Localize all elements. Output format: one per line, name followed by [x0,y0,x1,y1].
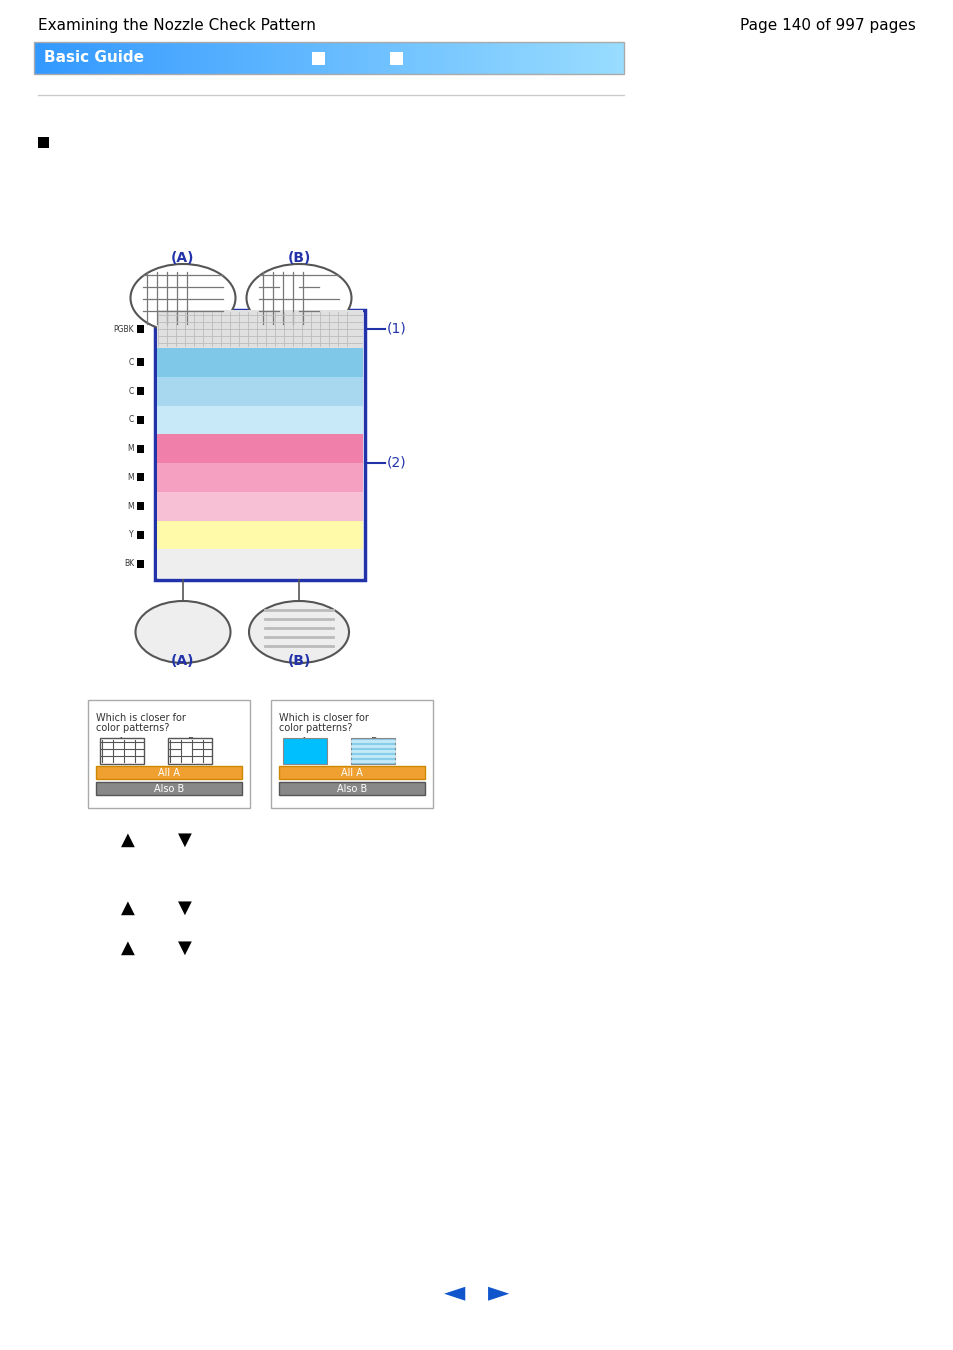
Bar [96,782,242,795]
Bar [88,701,250,809]
Text: PGBK: PGBK [113,324,133,333]
Bar [157,549,363,578]
Bar [38,136,49,148]
Text: Which is closer for: Which is closer for [96,713,186,724]
Bar [168,738,212,764]
Bar [271,701,433,809]
Bar [157,435,363,463]
Bar [34,42,623,74]
Bar [312,53,325,65]
Text: All A: All A [158,768,180,778]
Text: Basic Guide: Basic Guide [44,50,144,66]
Ellipse shape [131,265,235,332]
Ellipse shape [249,601,349,663]
Text: M: M [128,444,133,454]
Bar [157,310,363,348]
Text: ◄: ◄ [444,1278,465,1305]
Bar [137,560,144,567]
Bar [278,782,424,795]
Bar [351,738,395,764]
Text: BK: BK [124,559,133,568]
Text: B: B [370,737,377,747]
Text: Y: Y [130,531,133,540]
Text: (A): (A) [172,653,194,668]
Bar [390,53,402,65]
Text: (A): (A) [172,251,194,265]
Bar [137,444,144,452]
Text: ▲: ▲ [121,899,134,917]
Text: Examining the Nozzle Check Pattern: Examining the Nozzle Check Pattern [38,18,315,32]
Bar [157,521,363,549]
Bar [283,738,327,764]
Text: ▼: ▼ [178,832,192,849]
Text: ▲: ▲ [121,832,134,849]
Text: Also B: Also B [153,783,184,794]
Text: A: A [300,737,307,747]
Bar [96,765,242,779]
Text: C: C [129,416,133,424]
Bar [157,377,363,405]
Text: C: C [129,386,133,396]
Bar [157,348,363,377]
Bar [137,474,144,482]
Bar [154,310,365,580]
Text: Which is closer for: Which is closer for [278,713,369,724]
Text: A: A [117,737,124,747]
Text: ▲: ▲ [121,940,134,957]
Bar [157,491,363,521]
Text: (1): (1) [387,323,406,336]
Bar [137,387,144,396]
Bar [137,358,144,366]
Text: M: M [128,502,133,510]
Bar [157,405,363,435]
Text: Also B: Also B [336,783,367,794]
Text: All A: All A [341,768,362,778]
Bar [137,325,144,333]
Ellipse shape [246,265,351,332]
Text: color patterns?: color patterns? [278,724,352,733]
Text: M: M [128,472,133,482]
Bar [100,738,144,764]
Bar [137,416,144,424]
Text: (B): (B) [287,251,311,265]
Text: color patterns?: color patterns? [96,724,170,733]
Bar [137,531,144,539]
Bar [137,502,144,510]
Text: ▼: ▼ [178,899,192,917]
Text: (B): (B) [287,653,311,668]
Text: Page 140 of 997 pages: Page 140 of 997 pages [740,18,915,32]
Bar [278,765,424,779]
Ellipse shape [135,601,231,663]
Text: ►: ► [488,1278,509,1305]
Text: (2): (2) [387,456,406,470]
Bar [157,463,363,491]
Text: B: B [188,737,194,747]
Text: ▼: ▼ [178,940,192,957]
Text: C: C [129,358,133,367]
